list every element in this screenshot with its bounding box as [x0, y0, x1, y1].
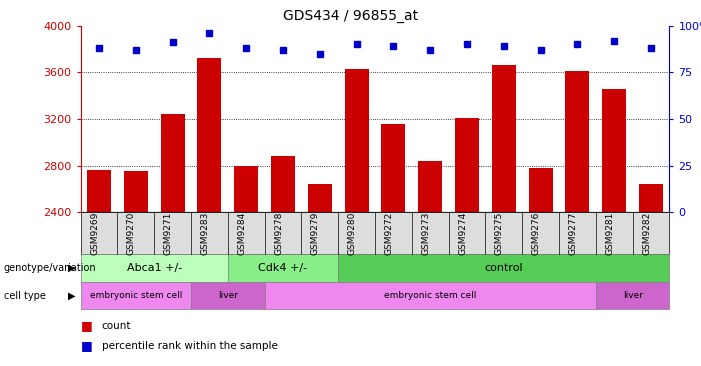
Text: ■: ■ [81, 319, 93, 332]
Text: GSM9275: GSM9275 [495, 212, 504, 255]
Text: GSM9279: GSM9279 [311, 212, 320, 255]
Text: GSM9273: GSM9273 [421, 212, 430, 255]
Bar [87, 170, 111, 212]
Bar [381, 124, 405, 212]
Bar [271, 156, 295, 212]
Text: GSM9284: GSM9284 [237, 212, 246, 255]
Bar [639, 184, 663, 212]
Text: Cdk4 +/-: Cdk4 +/- [259, 263, 308, 273]
Bar [492, 65, 516, 212]
Text: GDS434 / 96855_at: GDS434 / 96855_at [283, 9, 418, 23]
Bar [602, 89, 626, 212]
Text: liver: liver [622, 291, 643, 300]
Text: GSM9278: GSM9278 [274, 212, 283, 255]
Bar [308, 184, 332, 212]
Bar [529, 168, 552, 212]
Bar [418, 161, 442, 212]
Bar [234, 165, 258, 212]
Text: ▶: ▶ [67, 291, 75, 300]
Text: genotype/variation: genotype/variation [4, 263, 96, 273]
Text: percentile rank within the sample: percentile rank within the sample [102, 341, 278, 351]
Bar [455, 118, 479, 212]
Text: GSM9280: GSM9280 [348, 212, 357, 255]
Text: ▶: ▶ [67, 263, 75, 273]
Bar [198, 58, 222, 212]
Text: cell type: cell type [4, 291, 46, 300]
Bar [161, 114, 184, 212]
Text: GSM9272: GSM9272 [384, 212, 393, 255]
Text: embryonic stem cell: embryonic stem cell [90, 291, 182, 300]
Text: GSM9269: GSM9269 [90, 212, 99, 255]
Text: ■: ■ [81, 339, 93, 352]
Bar [345, 69, 369, 212]
Text: GSM9281: GSM9281 [605, 212, 614, 255]
Text: GSM9270: GSM9270 [127, 212, 136, 255]
Text: GSM9276: GSM9276 [531, 212, 540, 255]
Text: GSM9271: GSM9271 [163, 212, 172, 255]
Text: GSM9282: GSM9282 [642, 212, 651, 255]
Text: GSM9274: GSM9274 [458, 212, 467, 255]
Bar [124, 171, 148, 212]
Bar [566, 71, 590, 212]
Text: embryonic stem cell: embryonic stem cell [384, 291, 477, 300]
Text: control: control [484, 263, 523, 273]
Text: count: count [102, 321, 131, 331]
Text: GSM9277: GSM9277 [569, 212, 578, 255]
Text: GSM9283: GSM9283 [200, 212, 210, 255]
Text: Abca1 +/-: Abca1 +/- [127, 263, 182, 273]
Text: liver: liver [218, 291, 238, 300]
